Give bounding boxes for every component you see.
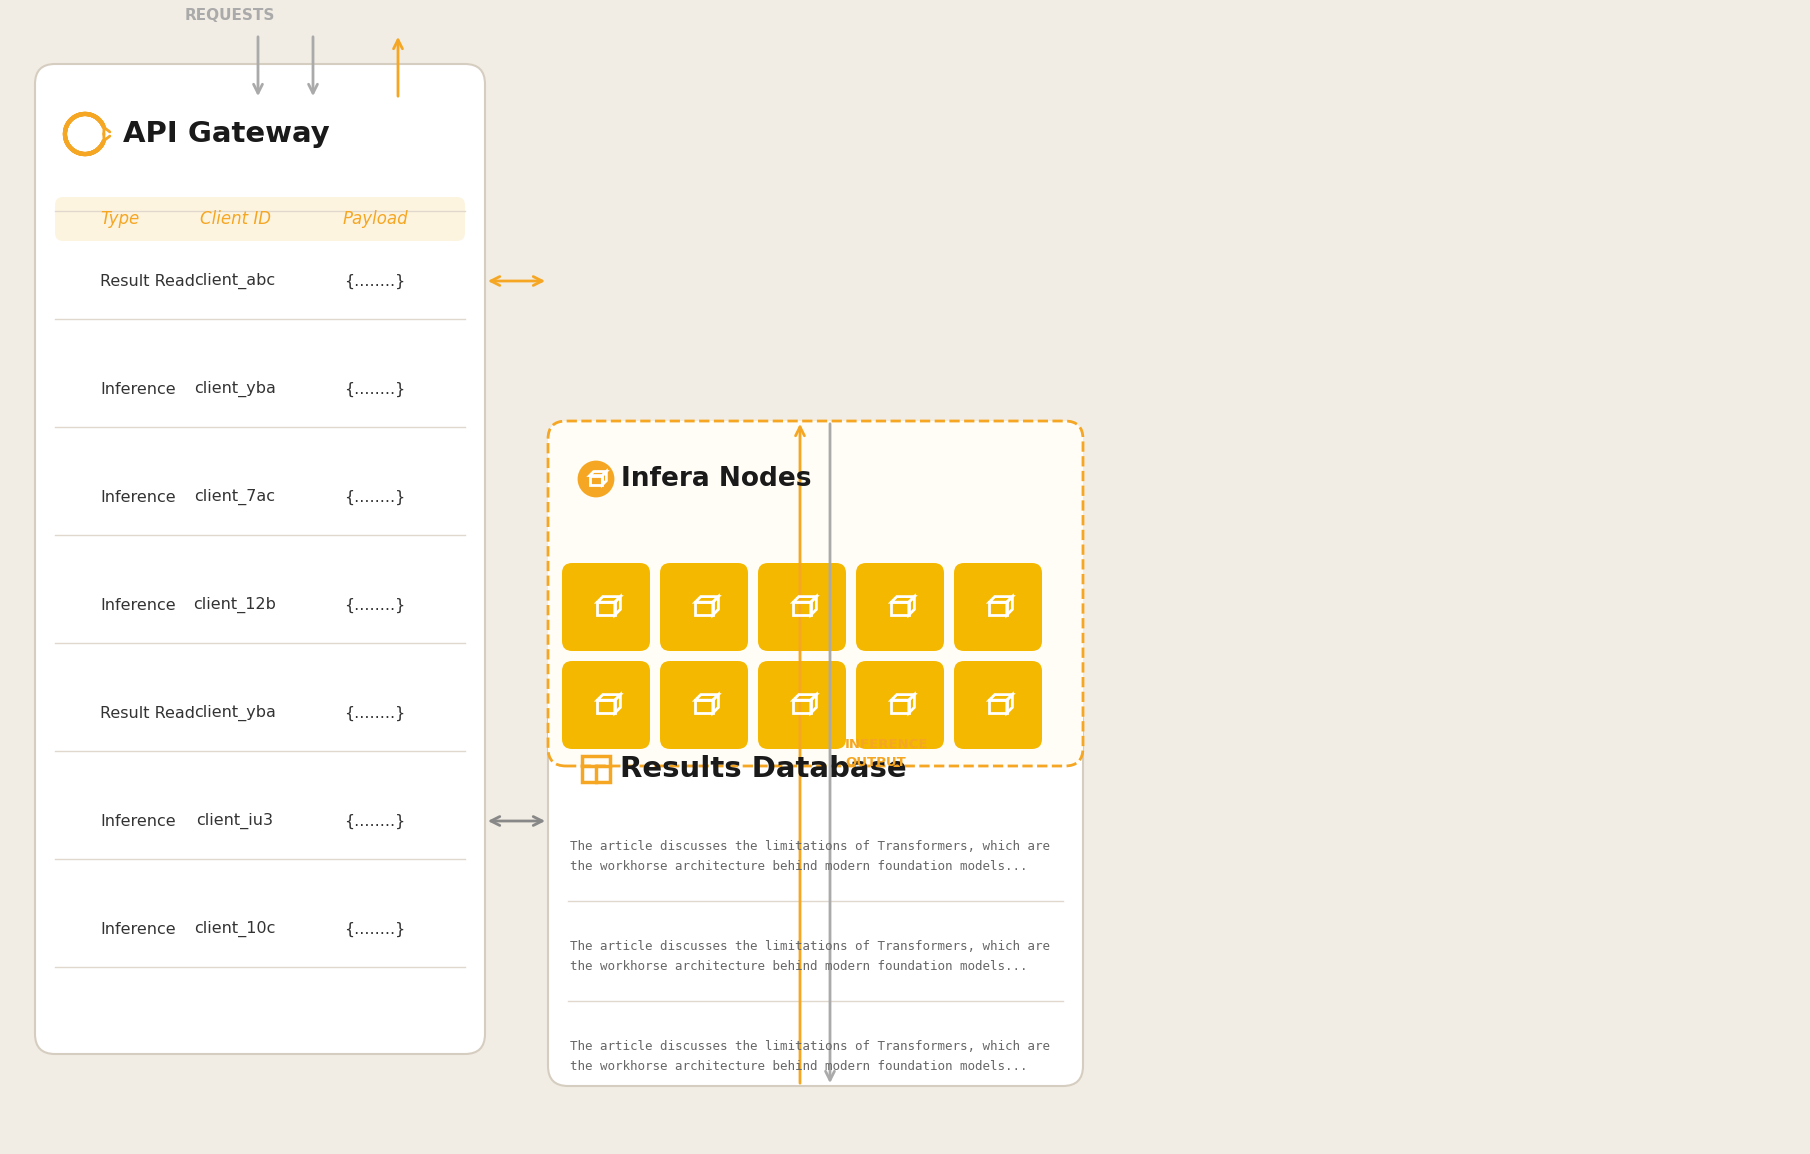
Text: {........}: {........}	[344, 489, 405, 504]
Text: client_abc: client_abc	[194, 272, 275, 290]
FancyBboxPatch shape	[54, 197, 465, 241]
Text: {........}: {........}	[344, 382, 405, 397]
Text: {........}: {........}	[344, 705, 405, 720]
FancyBboxPatch shape	[561, 563, 650, 651]
Text: REQUESTS: REQUESTS	[185, 8, 275, 23]
Text: Inference: Inference	[100, 814, 176, 829]
Text: {........}: {........}	[344, 814, 405, 829]
Text: Result Read: Result Read	[100, 705, 195, 720]
Circle shape	[577, 460, 614, 497]
FancyBboxPatch shape	[661, 661, 748, 749]
Text: Inference: Inference	[100, 922, 176, 937]
Text: Infera Nodes: Infera Nodes	[621, 466, 811, 492]
Text: Inference: Inference	[100, 598, 176, 613]
Text: {........}: {........}	[344, 921, 405, 937]
Text: Inference: Inference	[100, 489, 176, 504]
Text: client_yba: client_yba	[194, 381, 275, 397]
Text: Payload: Payload	[342, 210, 407, 228]
Text: Inference: Inference	[100, 382, 176, 397]
Text: Client ID: Client ID	[199, 210, 270, 228]
FancyBboxPatch shape	[548, 700, 1082, 1086]
Text: INFERENCE
OUTPUT: INFERENCE OUTPUT	[845, 737, 929, 770]
FancyBboxPatch shape	[758, 661, 845, 749]
Text: The article discusses the limitations of Transformers, which are
the workhorse a: The article discusses the limitations of…	[570, 939, 1050, 973]
FancyBboxPatch shape	[34, 63, 485, 1054]
Text: client_yba: client_yba	[194, 705, 275, 721]
Text: {........}: {........}	[344, 273, 405, 288]
Text: Type: Type	[100, 210, 139, 228]
FancyBboxPatch shape	[548, 421, 1082, 766]
Text: The article discusses the limitations of Transformers, which are
the workhorse a: The article discusses the limitations of…	[570, 1040, 1050, 1072]
FancyBboxPatch shape	[561, 661, 650, 749]
Text: client_7ac: client_7ac	[194, 489, 275, 505]
Text: client_12b: client_12b	[194, 597, 277, 613]
Text: The article discusses the limitations of Transformers, which are
the workhorse a: The article discusses the limitations of…	[570, 839, 1050, 872]
Text: API Gateway: API Gateway	[123, 120, 329, 148]
FancyBboxPatch shape	[661, 563, 748, 651]
FancyBboxPatch shape	[954, 563, 1043, 651]
FancyBboxPatch shape	[856, 661, 945, 749]
Text: Results Database: Results Database	[621, 755, 907, 784]
FancyBboxPatch shape	[856, 563, 945, 651]
FancyBboxPatch shape	[954, 661, 1043, 749]
Bar	[583, 756, 610, 782]
Text: client_10c: client_10c	[194, 921, 275, 937]
Text: Result Read: Result Read	[100, 273, 195, 288]
FancyBboxPatch shape	[758, 563, 845, 651]
Text: client_iu3: client_iu3	[197, 812, 273, 829]
Text: {........}: {........}	[344, 598, 405, 613]
